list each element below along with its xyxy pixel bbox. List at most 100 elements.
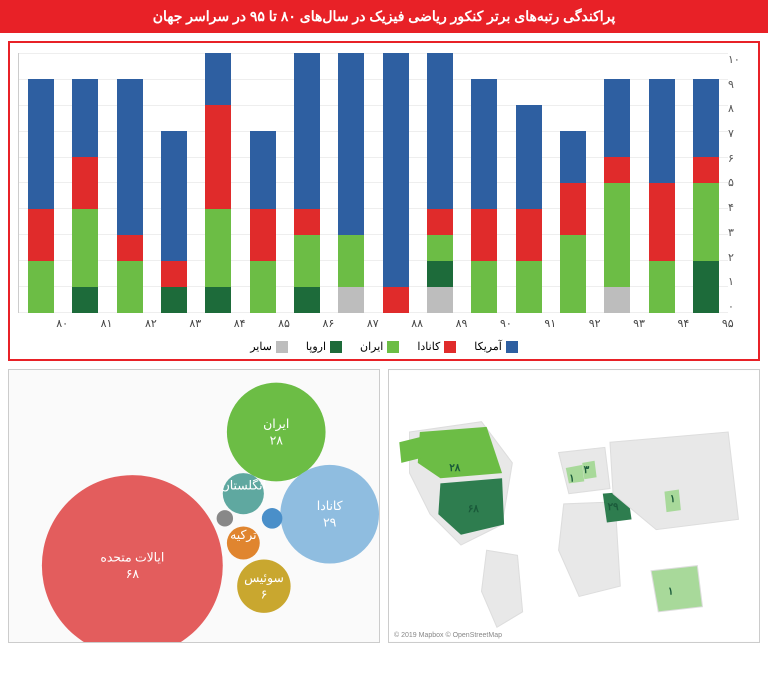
bar-segment-iran [294, 235, 320, 287]
x-tick: ۹۴ [661, 313, 705, 330]
map-label: ۱ [569, 473, 575, 484]
bar-segment-other [338, 287, 364, 313]
y-tick: ۱۰ [728, 53, 746, 66]
bar-column [693, 53, 719, 313]
world-map: ۶۸۲۸۲۹۱۳۱۱ [389, 370, 759, 642]
y-tick: ۶ [728, 152, 746, 165]
bar-segment-america [471, 79, 497, 209]
page-title: پراکندگی رتبه‌های برتر کنکور ریاضی فیزیک… [0, 0, 768, 33]
bar-segment-canada [294, 209, 320, 235]
bar-segment-canada [516, 209, 542, 261]
bubble-panel: ایالات متحده۶۸ایران۲۸کانادا۲۹سوئیس۶ترکیه… [8, 369, 380, 643]
bar-column [250, 53, 276, 313]
bar-segment-canada [604, 157, 630, 183]
bar-segment-canada [205, 105, 231, 209]
bar-segment-america [693, 79, 719, 157]
bar-segment-america [117, 79, 143, 235]
legend: آمریکاکاناداایراناروپاسایر [18, 340, 750, 353]
x-tick: ۸۴ [218, 313, 262, 330]
bar-segment-iran [28, 261, 54, 313]
map-credit: © 2019 Mapbox © OpenStreetMap [391, 631, 505, 640]
bubble-label: انگلستان [221, 479, 266, 493]
bar-segment-iran [560, 235, 586, 313]
bar-segment-america [383, 53, 409, 287]
bar-segment-iran [471, 261, 497, 313]
map-label: ۶۸ [468, 504, 480, 515]
bar-segment-other [427, 287, 453, 313]
bar-segment-canada [72, 157, 98, 209]
bar-segment-europe [693, 261, 719, 313]
map-panel: ۶۸۲۸۲۹۱۳۱۱ © 2019 Mapbox © OpenStreetMap [388, 369, 760, 643]
legend-item: کانادا [417, 340, 456, 353]
map-label: ۱ [668, 586, 674, 597]
y-tick: ۹ [728, 78, 746, 91]
bar-segment-america [427, 53, 453, 209]
map-label: ۱ [670, 494, 676, 505]
bars-container [18, 53, 728, 313]
bar-segment-america [338, 53, 364, 235]
bar-segment-america [72, 79, 98, 157]
bar-segment-iran [516, 261, 542, 313]
bubble-label: ترکیه [230, 528, 256, 542]
bar-segment-america [28, 79, 54, 209]
legend-item: ایران [360, 340, 399, 353]
y-tick: ۴ [728, 201, 746, 214]
legend-swatch [387, 341, 399, 353]
x-tick: ۸۲ [129, 313, 173, 330]
bar-segment-iran [427, 235, 453, 261]
x-tick: ۸۹ [439, 313, 483, 330]
bar-segment-canada [383, 287, 409, 313]
bar-segment-iran [649, 261, 675, 313]
bar-column [383, 53, 409, 313]
x-tick: ۹۳ [617, 313, 661, 330]
bar-segment-america [516, 105, 542, 209]
bar-column [338, 53, 364, 313]
x-tick: ۹۰ [484, 313, 528, 330]
bar-segment-america [161, 131, 187, 261]
x-tick: ۸۵ [262, 313, 306, 330]
legend-swatch [330, 341, 342, 353]
bar-column [161, 53, 187, 313]
bar-segment-canada [28, 209, 54, 261]
y-axis: ۱۰۹۸۷۶۵۴۳۲۱۰ [728, 53, 750, 313]
x-axis: ۸۰۸۱۸۲۸۳۸۴۸۵۸۶۸۷۸۸۸۹۹۰۹۱۹۲۹۳۹۴۹۵ [40, 313, 750, 330]
bar-column [604, 53, 630, 313]
y-tick: ۸ [728, 102, 746, 115]
bar-segment-europe [161, 287, 187, 313]
bar-segment-iran [205, 209, 231, 287]
bar-segment-america [649, 79, 675, 183]
bar-column [294, 53, 320, 313]
bar-column [205, 53, 231, 313]
map-label: ۳ [584, 465, 590, 476]
stacked-bar-chart: ۱۰۹۸۷۶۵۴۳۲۱۰ ۸۰۸۱۸۲۸۳۸۴۸۵۸۶۸۷۸۸۸۹۹۰۹۱۹۲۹… [8, 41, 760, 361]
bar-column [427, 53, 453, 313]
y-tick: ۷ [728, 127, 746, 140]
bar-segment-iran [250, 261, 276, 313]
bar-segment-iran [338, 235, 364, 287]
x-tick: ۹۱ [528, 313, 572, 330]
legend-label: آمریکا [474, 340, 502, 353]
legend-label: ایران [360, 340, 383, 353]
bar-segment-europe [294, 287, 320, 313]
bar-segment-canada [117, 235, 143, 261]
bar-column [28, 53, 54, 313]
bar-segment-canada [471, 209, 497, 261]
bar-column [471, 53, 497, 313]
bubble-label: سوئیس [244, 571, 284, 585]
bar-segment-iran [117, 261, 143, 313]
bubble-value: ۶۸ [126, 567, 140, 581]
bar-segment-iran [604, 183, 630, 287]
x-tick: ۹۲ [573, 313, 617, 330]
x-tick: ۸۱ [84, 313, 128, 330]
bar-column [516, 53, 542, 313]
bar-column [560, 53, 586, 313]
bubble [217, 510, 233, 526]
bubble-label: ایالات متحده [100, 551, 164, 565]
legend-label: کانادا [417, 340, 440, 353]
bar-segment-canada [649, 183, 675, 261]
legend-swatch [506, 341, 518, 353]
map-label: ۲۹ [608, 502, 620, 513]
bubble-label: کانادا [317, 499, 343, 513]
bar-column [117, 53, 143, 313]
bar-segment-iran [693, 183, 719, 261]
